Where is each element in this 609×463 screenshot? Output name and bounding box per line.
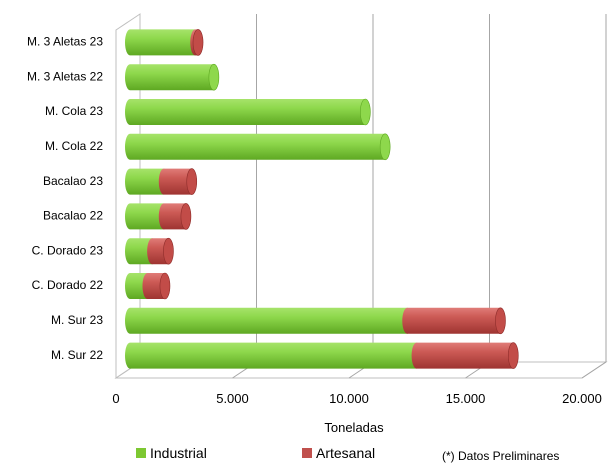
bar-end-cap: [159, 272, 171, 300]
x-tick-label: 15.000: [446, 391, 486, 406]
x-axis-title: Toneladas: [324, 420, 384, 435]
bar-m-sur-22-industrial: [125, 342, 422, 369]
bar-end-cap: [186, 168, 198, 195]
category-label-m-cola-23: M. Cola 23: [45, 104, 103, 118]
category-label-m-3-aletas-22: M. 3 Aletas 22: [27, 69, 103, 83]
legend: Industrial Artesanal: [0, 445, 609, 463]
bar-m-sur-22-artesanal: [411, 342, 519, 369]
legend-item-industrial: Industrial: [136, 445, 207, 461]
bar-bacalao-22-industrial: [125, 203, 169, 230]
bar-m-sur-23-artesanal: [402, 307, 506, 334]
bar-body: [125, 203, 169, 230]
x-tick-label: 10.000: [329, 391, 369, 406]
bar-m-cola-22-industrial: [125, 133, 391, 160]
category-label-c-dorado-22: C. Dorado 22: [32, 278, 104, 292]
bar-end-cap: [163, 237, 174, 265]
legend-swatch-artesanal: [302, 448, 312, 458]
legend-swatch-industrial: [136, 448, 146, 458]
legend-label-artesanal: Artesanal: [316, 445, 376, 461]
x-tick-label: 20.000: [562, 391, 602, 406]
bar-body: [411, 342, 519, 369]
bar-end-cap: [180, 203, 192, 230]
x-tick-label: 0: [112, 391, 119, 406]
legend-label-industrial: Industrial: [150, 445, 207, 461]
bar-bacalao-23-industrial: [125, 168, 169, 195]
bar-end-cap: [495, 307, 506, 335]
bar-m-sur-23-industrial: [125, 307, 413, 334]
gridlines: [232, 14, 607, 379]
category-labels: M. 3 Aletas 23 M. 3 Aletas 22 M. Cola 23 M.…: [27, 35, 103, 362]
x-tick-label: 5.000: [216, 391, 249, 406]
bar-body: [125, 168, 169, 195]
category-label-m-sur-23: M. Sur 23: [51, 313, 103, 327]
bar-end-cap: [379, 133, 391, 161]
bars: [124, 29, 519, 369]
category-label-m-sur-22: M. Sur 22: [51, 348, 103, 362]
bar-m-3-aletas-22-industrial: [125, 64, 219, 91]
bar-m-3-aletas-23-industrial: [125, 29, 201, 56]
bar-body: [125, 29, 201, 56]
category-label-c-dorado-23: C. Dorado 23: [32, 243, 104, 257]
bar-body: [125, 342, 422, 369]
preliminary-note: (*) Datos Preliminares: [442, 449, 560, 463]
bar-end-cap: [208, 63, 220, 91]
bar-m-cola-23-industrial: [125, 99, 371, 125]
bar-end-cap: [507, 342, 519, 369]
bar-body: [125, 307, 413, 334]
category-label-bacalao-23: Bacalao 23: [43, 174, 103, 188]
bar-end-cap: [192, 29, 204, 56]
category-label-m-3-aletas-23: M. 3 Aletas 23: [27, 35, 103, 49]
x-tick-labels: 0 5.000 10.000 15.000 20.000: [112, 391, 602, 406]
gridline-floor: [581, 361, 607, 379]
bar-body: [125, 133, 391, 160]
bar-body: [402, 307, 506, 334]
bar-body: [125, 64, 219, 91]
category-label-m-cola-22: M. Cola 22: [45, 139, 103, 153]
legend-item-artesanal: Artesanal: [302, 445, 375, 461]
category-label-bacalao-22: Bacalao 22: [43, 209, 103, 223]
bar-body: [125, 99, 371, 125]
bar-end-cap: [360, 98, 371, 126]
